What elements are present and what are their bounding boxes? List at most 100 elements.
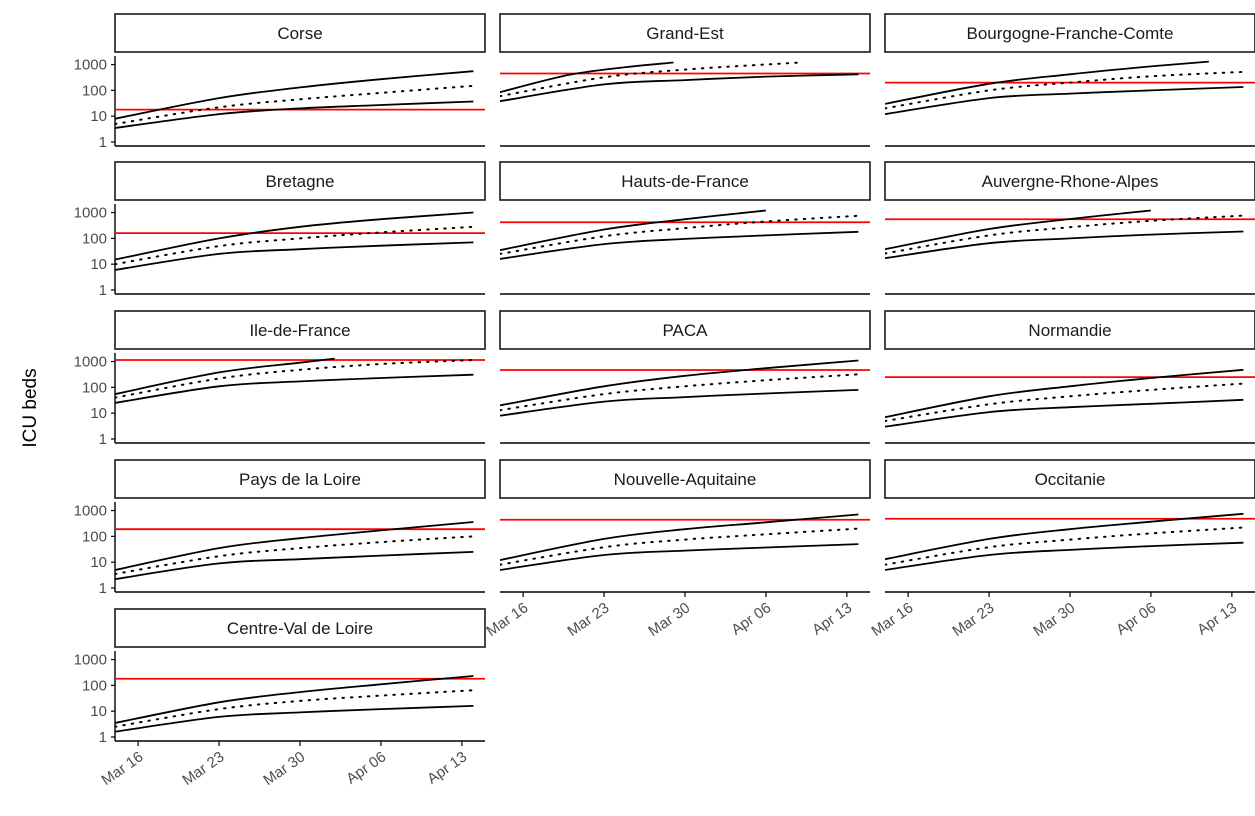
strip-box — [884, 161, 1255, 201]
strip-box — [884, 459, 1255, 499]
y-tick-label: 100 — [82, 82, 107, 99]
strip-box — [114, 608, 486, 648]
upper-line — [500, 61, 674, 94]
y-tick-label: 1000 — [74, 652, 107, 669]
strip-box — [499, 13, 871, 53]
lower-line — [885, 230, 1244, 260]
median-line — [500, 214, 860, 255]
x-tick-label: Mar 23 — [564, 599, 612, 640]
upper-line — [500, 513, 859, 561]
median-line — [115, 84, 475, 125]
strip-label: Nouvelle-Aquitaine — [614, 470, 757, 489]
x-tick-label: Apr 06 — [343, 748, 389, 787]
x-tick-label: Apr 06 — [728, 599, 774, 638]
strip-label: PACA — [662, 321, 708, 340]
median-line — [885, 382, 1245, 422]
y-tick-label: 1 — [99, 729, 107, 746]
strip-label: Bretagne — [266, 172, 335, 191]
upper-line — [115, 70, 474, 120]
x-tick-label: Mar 23 — [179, 748, 227, 789]
lower-line — [115, 705, 474, 733]
y-tick-label: 100 — [82, 230, 107, 247]
lower-line — [115, 373, 474, 404]
panel-auvergne-rhone-alpes: Auvergne-Rhone-Alpes — [884, 161, 1255, 295]
lower-line — [115, 100, 474, 129]
median-line — [115, 359, 475, 399]
upper-line — [115, 675, 474, 724]
y-tick-label: 1 — [99, 431, 107, 448]
median-line — [500, 527, 860, 566]
y-tick-label: 1000 — [74, 57, 107, 74]
y-tick-label: 10 — [90, 108, 107, 125]
strip-label: Centre-Val de Loire — [227, 619, 373, 638]
strip-label: Auvergne-Rhone-Alpes — [982, 172, 1159, 191]
strip-box — [499, 310, 871, 350]
strip-label: Pays de la Loire — [239, 470, 361, 489]
strip-box — [884, 13, 1255, 53]
y-tick-label: 100 — [82, 677, 107, 694]
lower-line — [885, 398, 1244, 428]
y-tick-label: 10 — [90, 405, 107, 422]
y-axis-title: ICU beds — [20, 368, 41, 447]
upper-line — [115, 211, 474, 261]
x-tick-label: Apr 13 — [424, 748, 470, 787]
lower-line — [115, 241, 474, 271]
strip-box — [114, 310, 486, 350]
upper-line — [500, 209, 766, 251]
strip-box — [499, 459, 871, 499]
strip-box — [499, 161, 871, 201]
x-tick-label: Mar 30 — [1030, 599, 1078, 640]
lower-line — [500, 73, 859, 103]
median-line — [885, 70, 1245, 110]
panel-grand-est: Grand-Est — [499, 13, 871, 147]
strip-box — [114, 13, 486, 53]
upper-line — [885, 60, 1209, 105]
lower-line — [115, 551, 474, 581]
x-tick-label: Mar 16 — [98, 748, 146, 789]
median-line — [115, 225, 475, 266]
y-tick-label: 1 — [99, 580, 107, 597]
panel-nouvelle-aquitaine: Nouvelle-Aquitaine Mar 16 Mar 23 Mar 30 Apr … — [483, 459, 871, 640]
panel-bourgogne-franche-comte: Bourgogne-Franche-Comte — [884, 13, 1255, 147]
median-line — [500, 61, 802, 98]
y-tick-label: 100 — [82, 528, 107, 545]
strip-box — [114, 459, 486, 499]
panel-occitanie: Occitanie Mar 16 Mar 23 Mar 30 Apr 06 Apr 13 — [868, 459, 1255, 640]
lower-line — [500, 543, 859, 571]
y-tick-label: 1000 — [74, 354, 107, 371]
median-line — [500, 373, 860, 412]
lower-line — [885, 541, 1244, 571]
strip-label: Bourgogne-Franche-Comte — [967, 24, 1174, 43]
x-tick-label: Mar 30 — [260, 748, 308, 789]
panel-pays-de-la-loire: Pays de la Loire 1 10 100 1000 — [74, 459, 486, 597]
upper-line — [115, 521, 474, 571]
panel-corse: Corse 1 10 100 1000 — [74, 13, 486, 151]
strip-label: Occitanie — [1035, 470, 1106, 489]
upper-line — [115, 357, 335, 395]
panel-hauts-de-france: Hauts-de-France — [499, 161, 871, 295]
lower-line — [500, 389, 859, 417]
strip-label: Grand-Est — [646, 24, 724, 43]
y-tick-label: 10 — [90, 554, 107, 571]
panel-bretagne: Bretagne 1 10 100 1000 — [74, 161, 486, 299]
strip-box — [884, 310, 1255, 350]
panel-centre-val-de-loire: Centre-Val de Loire 1 10 100 1000 Mar 16 Mar 2… — [74, 608, 486, 789]
x-tick-label: Mar 16 — [483, 599, 531, 640]
strip-label: Normandie — [1028, 321, 1111, 340]
median-line — [885, 214, 1245, 255]
lower-line — [885, 86, 1244, 115]
strip-box — [114, 161, 486, 201]
y-tick-label: 1000 — [74, 503, 107, 520]
panels-layer: Corse 1 10 100 1000 Grand-Est Bourgogne-Franch… — [74, 13, 1255, 789]
x-tick-label: Mar 30 — [645, 599, 693, 640]
panel-normandie: Normandie — [884, 310, 1255, 444]
x-tick-label: Apr 13 — [1194, 599, 1240, 638]
x-tick-label: Apr 06 — [1113, 599, 1159, 638]
y-tick-label: 100 — [82, 379, 107, 396]
y-tick-label: 1 — [99, 134, 107, 151]
y-tick-label: 1 — [99, 282, 107, 299]
upper-line — [885, 368, 1244, 419]
median-line — [885, 526, 1245, 566]
median-line — [115, 535, 475, 575]
lower-line — [500, 230, 859, 260]
